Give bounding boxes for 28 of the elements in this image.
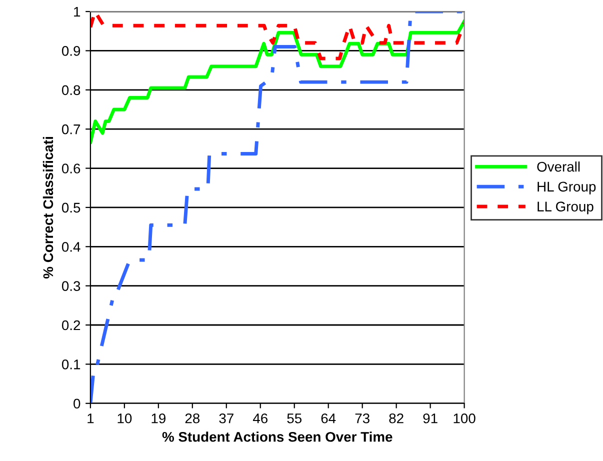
y-tick-label: 1 [74,7,80,17]
y-tick-label: 0.1 [62,360,80,370]
x-tick-label: 19 [152,413,166,424]
x-axis-title: % Student Actions Seen Over Time [162,432,392,442]
x-tick-label: 10 [118,413,132,424]
x-tick-label: 73 [355,413,370,424]
x-tick-label: 100 [454,413,476,424]
x-tick-label: 64 [321,413,336,424]
y-tick-label: 0.8 [62,85,80,96]
x-tick-label: 1 [88,414,94,424]
y-tick-label: 0.3 [62,281,80,291]
legend-label: LL Group [538,202,594,214]
x-tick-label: 46 [252,413,268,424]
x-tick-label: 37 [219,413,234,424]
x-tick-label: 28 [185,413,200,424]
y-tick-label: 0.5 [62,202,80,213]
y-tick-label: 0.7 [62,124,80,134]
y-tick-label: 0 [74,398,80,409]
y-tick-label: 0.2 [62,320,80,330]
y-tick-label: 0.6 [62,164,80,174]
x-tick-label: 91 [423,413,438,424]
y-axis-title: % Correct Classificati [42,137,54,279]
x-tick-label: 82 [389,413,404,424]
y-tick-label: 0.9 [62,46,80,56]
legend-label: Overall [537,161,580,172]
y-tick-label: 0.4 [62,242,80,252]
x-tick-label: 55 [287,414,302,424]
legend-label: HL Group [538,182,596,194]
